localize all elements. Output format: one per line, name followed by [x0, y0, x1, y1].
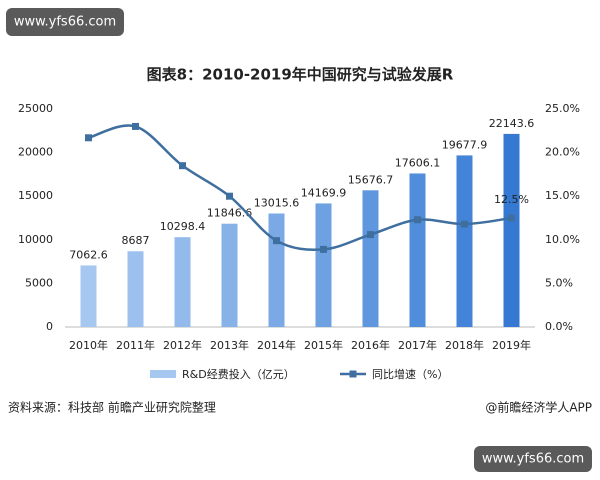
legend-swatch: [150, 370, 176, 378]
y-tick-label: 20000: [18, 146, 53, 159]
y-tick-label: 5000: [25, 276, 53, 289]
bar: [362, 190, 379, 327]
bar-value-label: 8687: [122, 234, 150, 247]
y-tick-label: 25000: [18, 102, 53, 115]
bar: [409, 173, 426, 327]
bar: [174, 237, 191, 327]
line-marker: [226, 192, 233, 200]
watermark-box: [6, 8, 124, 36]
x-tick-label: 2014年: [257, 338, 296, 352]
bar: [221, 223, 238, 327]
watermark: www.yfs66.com: [482, 452, 584, 467]
y-tick-label: 10000: [18, 233, 53, 246]
legend-swatch: [349, 370, 357, 378]
x-tick-label: 2019年: [492, 338, 531, 352]
watermark-box: [474, 446, 592, 472]
line-marker: [367, 231, 374, 239]
y2-tick-label: 25.0%: [545, 102, 580, 115]
x-tick-label: 2017年: [398, 338, 437, 352]
line-marker: [179, 162, 186, 170]
x-tick-label: 2018年: [445, 338, 484, 352]
line-marker: [508, 214, 515, 222]
x-tick-label: 2016年: [351, 338, 390, 352]
bar-value-label: 13015.6: [254, 197, 300, 210]
bar: [268, 213, 285, 327]
bar: [315, 203, 332, 327]
line-marker: [414, 216, 421, 224]
watermark: www.yfs66.com: [14, 15, 116, 30]
y2-tick-label: 15.0%: [545, 189, 580, 202]
line: [88, 124, 512, 251]
y-tick-label: 0: [46, 320, 53, 333]
bar-value-label: 17606.1: [395, 156, 441, 169]
bar-value-label: 22143.6: [489, 117, 535, 130]
line-value-label: 12.5%: [494, 193, 529, 206]
y2-tick-label: 10.0%: [545, 233, 580, 246]
x-tick-label: 2015年: [304, 338, 343, 352]
x-tick-label: 2010年: [69, 338, 108, 352]
y2-tick-label: 0.0%: [545, 320, 573, 333]
bar-value-label: 19677.9: [442, 138, 488, 151]
bar: [127, 251, 144, 327]
x-tick-label: 2012年: [163, 338, 202, 352]
y2-tick-label: 20.0%: [545, 146, 580, 159]
legend-label: 同比增速（%）: [372, 367, 448, 381]
source: 资料来源：科技部 前瞻产业研究院整理: [8, 400, 216, 415]
bar-value-label: 14169.9: [301, 186, 347, 199]
line-marker: [320, 245, 327, 253]
chart-title: 图表8：2010-2019年中国研究与试验发展R: [147, 66, 454, 84]
line-marker: [273, 237, 280, 245]
y-tick-label: 15000: [18, 189, 53, 202]
bar-value-label: 11846.6: [207, 207, 253, 220]
x-tick-label: 2011年: [116, 338, 155, 352]
bar: [80, 265, 97, 327]
legend-label: R&D经费投入（亿元）: [182, 367, 295, 381]
x-tick-label: 2013年: [210, 338, 249, 352]
bar: [503, 133, 520, 327]
line-marker: [132, 122, 139, 130]
bar-value-label: 7062.6: [69, 248, 108, 261]
y2-tick-label: 5.0%: [545, 276, 573, 289]
bar-value-label: 10298.4: [160, 220, 206, 233]
brand: @前瞻经济学人APP: [485, 400, 592, 415]
line-marker: [85, 134, 92, 142]
line-marker: [461, 220, 468, 228]
bar-value-label: 15676.7: [348, 173, 394, 186]
bar: [456, 155, 473, 327]
